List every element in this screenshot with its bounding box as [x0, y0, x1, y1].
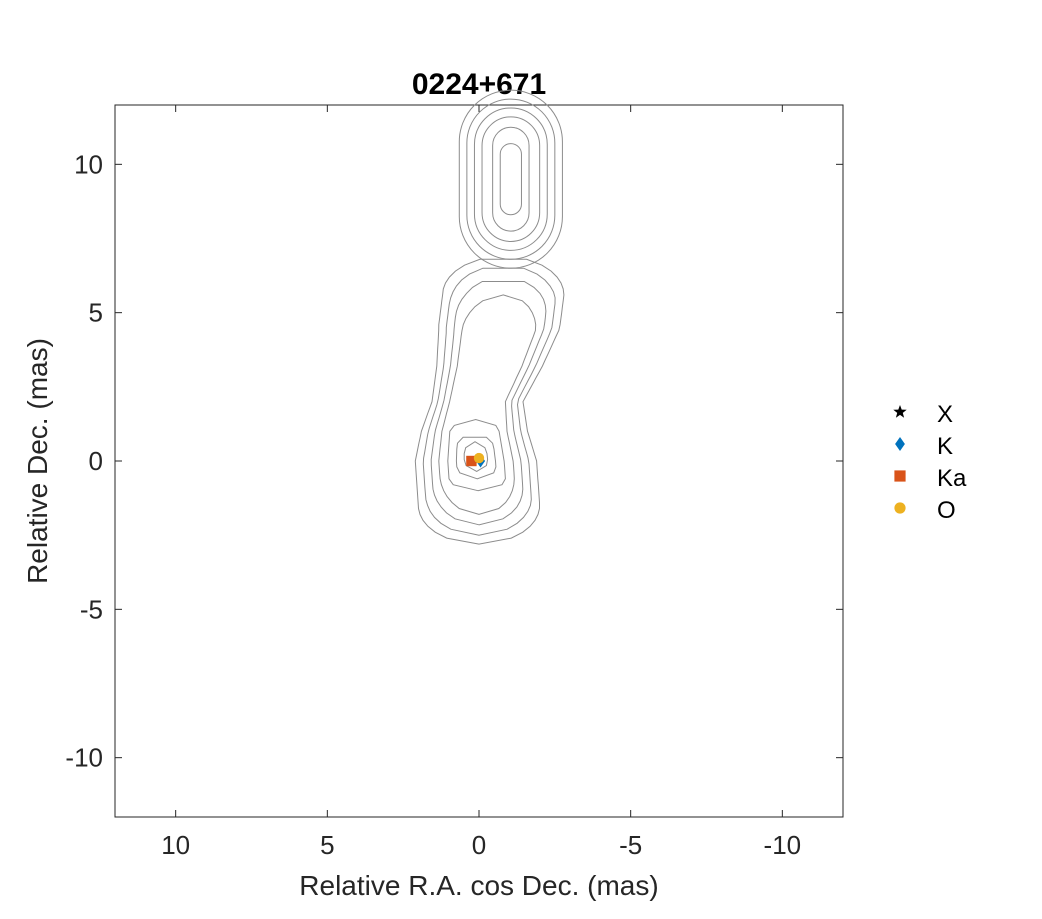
marker-ka	[466, 455, 477, 467]
legend-label-k: K	[937, 433, 953, 460]
y-axis-label: Relative Dec. (mas)	[22, 338, 53, 584]
y-tick-label: -10	[65, 743, 103, 773]
legend-marker-x	[893, 405, 907, 418]
upper-jet-contour	[481, 116, 541, 242]
x-tick-label: 10	[161, 830, 190, 860]
legend: XK Ka O	[893, 401, 967, 524]
legend-label-ka: Ka	[937, 465, 967, 492]
marker-o	[473, 452, 485, 464]
y-tick-label: 5	[89, 298, 103, 328]
core-jet-contour	[414, 258, 565, 545]
upper-jet-contour	[492, 126, 530, 232]
core-jet-contour	[455, 436, 497, 480]
legend-label-o: O	[937, 497, 956, 524]
legend-marker-k	[895, 437, 905, 451]
core-jet-contour	[447, 418, 506, 492]
legend-label-x: X	[937, 401, 953, 428]
contour-map	[414, 89, 565, 545]
x-tick-label: -10	[764, 830, 802, 860]
chart-title: 0224+671	[412, 68, 546, 101]
x-axis-label: Relative R.A. cos Dec. (mas)	[299, 870, 658, 901]
x-tick-label: 5	[320, 830, 334, 860]
axis-ticks: 10 5 0 -5 -10 10 5 0 -5 -10	[65, 105, 843, 860]
core-jet-contour	[430, 281, 547, 526]
legend-marker-o	[894, 502, 906, 514]
x-tick-label: -5	[619, 830, 642, 860]
data-markers	[466, 452, 486, 468]
x-tick-label: 0	[472, 830, 486, 860]
core-jet-contour	[438, 294, 537, 515]
legend-marker-ka	[894, 470, 906, 482]
y-tick-label: 10	[74, 149, 103, 179]
core-jet-contour	[422, 267, 556, 536]
upper-jet-contour	[499, 143, 522, 216]
y-tick-label: 0	[89, 446, 103, 476]
y-tick-label: -5	[80, 594, 103, 624]
upper-jet-contour	[473, 107, 548, 251]
core-jet-contour	[463, 441, 489, 472]
